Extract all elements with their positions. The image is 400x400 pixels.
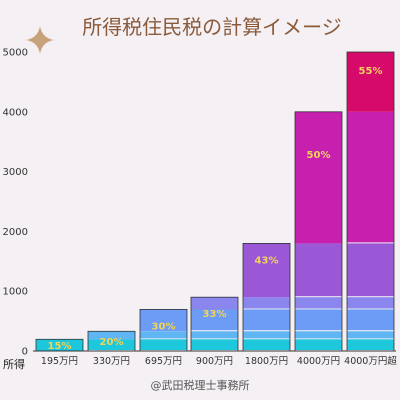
x-axis: 195万円 330万円 695万円 900万円 1800万円 4000万円 4000万円超 [33, 350, 397, 367]
bar-3 [139, 308, 188, 352]
bar-segment [295, 111, 342, 244]
bar-segment [243, 339, 290, 350]
bars: 15% 20% 30% 33% 43% 50% 55% [35, 51, 395, 352]
y-axis: 0 1000 2000 3000 4000 5000 [3, 48, 28, 358]
x-tick-label: 4000万円 [297, 356, 340, 367]
bar-segment [347, 297, 394, 309]
bar-segment [140, 339, 187, 350]
y-tick-label: 5000 [3, 48, 28, 59]
bar-segment [295, 339, 342, 350]
sparkle-icon [26, 26, 54, 54]
x-axis-label: 所得 [3, 358, 25, 371]
bar-segment [191, 309, 238, 331]
bar-segment [191, 339, 238, 350]
bar-segment [191, 331, 238, 339]
x-tick-label: 1800万円 [245, 356, 288, 367]
bar-7 [346, 51, 395, 352]
rate-label: 50% [307, 150, 331, 161]
bar-segment [347, 111, 394, 243]
bar-segment [347, 243, 394, 297]
x-tick-label: 4000万円超 [344, 355, 397, 367]
bar-segment [295, 309, 342, 331]
bar-6 [294, 111, 343, 352]
y-tick-label: 4000 [3, 107, 28, 118]
bar-segment [243, 297, 290, 309]
rate-label: 30% [152, 321, 176, 332]
bar-segment [243, 243, 290, 298]
y-tick-label: 3000 [3, 167, 28, 178]
rate-label: 20% [100, 337, 124, 348]
bar-segment [191, 297, 238, 310]
x-tick-label: 195万円 [41, 356, 78, 367]
bar-segment [295, 331, 342, 339]
rate-label: 43% [255, 255, 279, 266]
bar-segment [295, 243, 342, 297]
bar-segment [347, 309, 394, 331]
y-tick-label: 2000 [3, 227, 28, 238]
y-tick-label: 0 [22, 347, 28, 358]
bar-segment [295, 297, 342, 309]
rate-label: 55% [359, 66, 383, 77]
chart-title: 所得税住民税の計算イメージ [82, 15, 342, 39]
bar-segment [88, 339, 135, 350]
bar-segment [140, 331, 187, 339]
credit-text: @武田税理士事務所 [151, 378, 250, 392]
bar-segment [347, 339, 394, 350]
bar-4 [190, 296, 239, 352]
y-tick-label: 1000 [3, 287, 28, 298]
bar-segment [36, 339, 83, 351]
bar-segment [243, 309, 290, 331]
x-tick-label: 900万円 [196, 356, 233, 367]
rate-label: 33% [203, 309, 227, 320]
bar-segment [88, 331, 135, 340]
rate-label: 15% [48, 341, 72, 352]
bar-segment [243, 331, 290, 339]
bar-segment [347, 52, 394, 112]
bar-segment [140, 309, 187, 332]
x-tick-label: 330万円 [93, 356, 130, 367]
bar-segment [347, 331, 394, 339]
x-tick-label: 695万円 [145, 356, 182, 367]
